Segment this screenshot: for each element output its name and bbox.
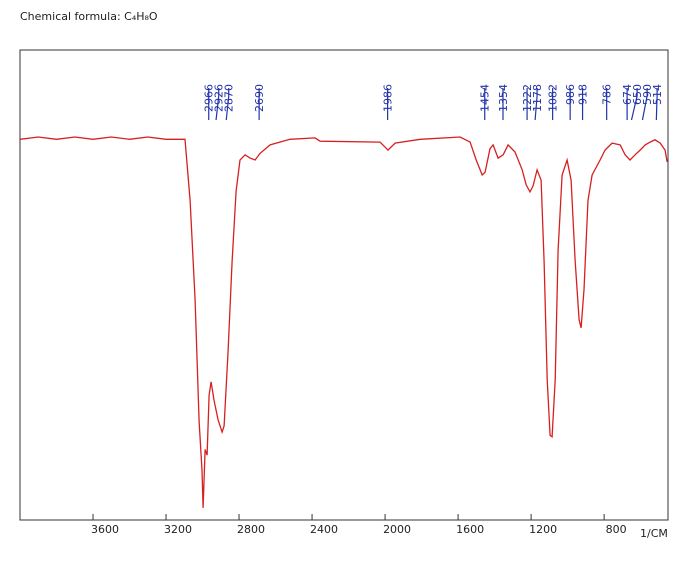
plot-frame [19,49,669,521]
peak-label: 786 [601,84,614,105]
peak-label: 2966 [203,84,216,112]
peak-label: 514 [651,84,664,105]
peak-marker [630,88,638,121]
peak-label: 2690 [253,84,266,112]
peak-label: 1222 [521,84,534,112]
peak-label: 674 [621,84,634,105]
peak-label: 1082 [547,84,560,112]
peak-label: 986 [564,84,577,105]
x-tick-label: 1600 [456,523,484,536]
peak-label: 1454 [479,84,492,112]
peak-marker [225,88,230,121]
x-tick-label: 2000 [383,523,411,536]
peak-marker [655,88,658,121]
peak-label: 2926 [213,84,226,112]
peak-label: 1986 [382,84,395,112]
x-tick-label: 2400 [310,523,338,536]
peak-label: 650 [631,84,644,105]
chart-title: Chemical formula: C₄H₈O [20,10,158,23]
x-tick-label: 1200 [529,523,557,536]
peak-marker [534,88,538,121]
peak-label: 1178 [531,84,544,112]
x-tick-label: 800 [606,523,627,536]
peak-marker [641,88,648,121]
peak-label: 1354 [497,84,510,112]
x-tick-label: 3600 [91,523,119,536]
peak-label: 590 [641,84,654,105]
x-axis-label: 1/CM [640,527,668,540]
peak-marker [215,88,220,121]
spectrum-line [19,136,668,508]
peak-label: 918 [577,84,590,105]
peak-label: 2870 [223,84,236,112]
x-tick-label: 2800 [237,523,265,536]
x-tick-label: 3200 [164,523,192,536]
